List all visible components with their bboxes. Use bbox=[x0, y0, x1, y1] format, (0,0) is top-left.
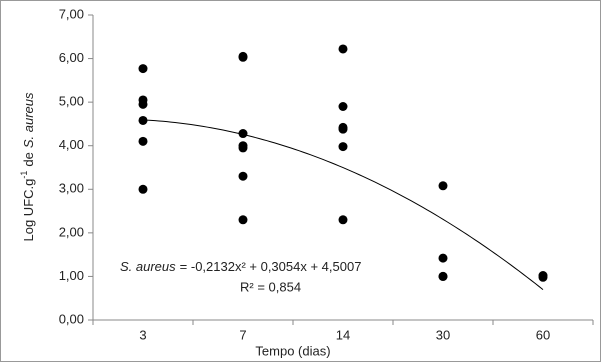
point bbox=[338, 215, 348, 225]
point bbox=[238, 129, 248, 139]
point bbox=[138, 64, 148, 74]
point bbox=[338, 142, 348, 152]
x-tick-label: 14 bbox=[336, 327, 350, 342]
x-tick-label: 3 bbox=[139, 327, 146, 342]
point bbox=[138, 99, 148, 109]
point bbox=[238, 215, 248, 225]
y-tick-label: 1,00 bbox=[59, 268, 84, 283]
x-tick-label: 30 bbox=[436, 327, 450, 342]
x-axis-label: Tempo (dias) bbox=[255, 343, 330, 358]
x-tick-label: 60 bbox=[536, 327, 550, 342]
y-tick-label: 4,00 bbox=[59, 137, 84, 152]
y-tick-label: 5,00 bbox=[59, 94, 84, 109]
point bbox=[238, 143, 248, 153]
point bbox=[338, 124, 348, 134]
y-axis-label: Log UFC.g-1deS. aureus bbox=[19, 92, 36, 242]
trend-line bbox=[142, 119, 544, 290]
point bbox=[438, 181, 448, 191]
x-tick-label: 7 bbox=[239, 327, 246, 342]
y-tick-label: 7,00 bbox=[59, 6, 84, 21]
point bbox=[138, 115, 148, 125]
point bbox=[138, 184, 148, 194]
trend-equation: S. aureus = -0,2132x² + 0,3054x + 4,5007 bbox=[120, 259, 361, 274]
point bbox=[338, 102, 348, 111]
point bbox=[138, 136, 148, 146]
trend-r2: R² = 0,854 bbox=[240, 279, 301, 294]
point bbox=[438, 253, 448, 263]
y-tick-label: 6,00 bbox=[59, 50, 84, 65]
y-tick-label: 2,00 bbox=[59, 224, 84, 239]
point bbox=[338, 44, 348, 54]
y-tick-label: 0,00 bbox=[59, 311, 84, 326]
point bbox=[438, 271, 448, 281]
point bbox=[538, 272, 548, 282]
y-tick-label: 3,00 bbox=[59, 181, 84, 196]
point bbox=[238, 52, 248, 62]
point bbox=[238, 171, 248, 181]
